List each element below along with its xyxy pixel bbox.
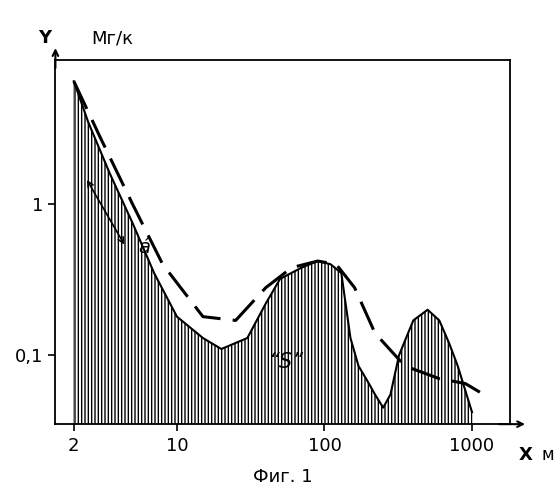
Text: “S”: “S” [269, 352, 304, 372]
Text: á: á [138, 238, 151, 256]
Text: X: X [519, 446, 532, 464]
Text: мин: мин [541, 446, 554, 464]
Text: Фиг. 1: Фиг. 1 [253, 468, 312, 486]
Text: Мг/к: Мг/к [92, 29, 134, 47]
Text: Y: Y [38, 29, 51, 47]
